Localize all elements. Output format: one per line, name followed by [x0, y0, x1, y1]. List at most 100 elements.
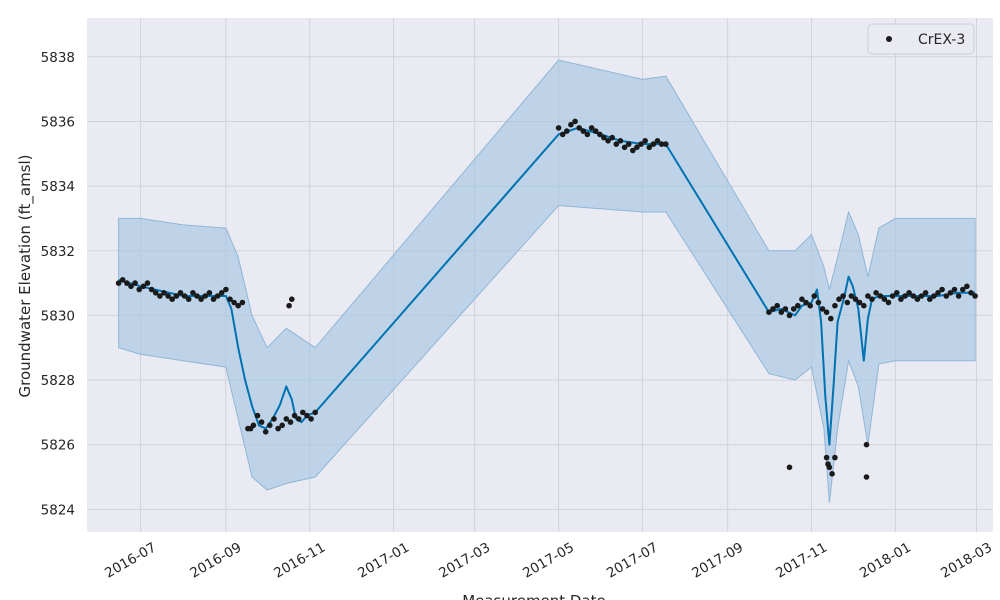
data-point	[239, 299, 246, 306]
data-point	[258, 419, 265, 425]
x-tick-label: 2018-01	[857, 540, 914, 582]
data-point	[863, 474, 870, 480]
data-point	[630, 147, 636, 154]
data-point	[786, 464, 793, 471]
data-point	[231, 299, 237, 306]
data-point	[836, 296, 842, 303]
data-point	[152, 290, 159, 296]
data-point	[613, 141, 620, 147]
data-point	[580, 128, 587, 134]
data-point	[968, 290, 974, 296]
data-point	[190, 290, 196, 296]
data-point	[286, 302, 292, 309]
data-point	[914, 296, 921, 303]
data-point	[844, 299, 851, 306]
data-point	[157, 293, 163, 299]
data-point	[300, 409, 306, 416]
data-point	[304, 412, 310, 419]
data-point	[312, 409, 319, 416]
data-point	[807, 302, 813, 309]
data-point	[291, 412, 298, 419]
data-point	[621, 144, 628, 151]
data-point	[262, 429, 269, 435]
data-point	[119, 277, 126, 283]
data-point	[819, 306, 826, 312]
data-point	[863, 441, 870, 448]
data-point	[559, 131, 566, 138]
y-tick-label: 5834	[41, 179, 75, 195]
data-point	[799, 296, 805, 303]
y-tick-label: 5826	[41, 438, 75, 454]
x-tick-label: 2017-03	[436, 540, 493, 582]
x-tick-label: 2016-11	[271, 540, 328, 582]
data-point	[605, 138, 611, 144]
data-point	[144, 280, 151, 286]
data-point	[634, 144, 640, 151]
legend: CrEX-3	[867, 23, 975, 55]
legend-marker-icon	[886, 36, 892, 42]
y-tick-label: 5830	[41, 308, 75, 324]
data-point	[279, 422, 286, 429]
data-point	[869, 296, 875, 303]
data-point	[964, 283, 970, 290]
data-point	[128, 283, 134, 290]
data-point	[898, 296, 904, 303]
data-point	[625, 141, 632, 147]
data-point	[250, 422, 257, 429]
data-point	[223, 286, 229, 293]
data-point	[169, 296, 175, 303]
data-point	[906, 290, 912, 296]
data-point	[609, 134, 615, 141]
data-point	[766, 309, 772, 316]
y-tick-label: 5824	[41, 502, 75, 518]
x-tick-label: 2017-07	[604, 540, 661, 582]
x-tick-label: 2017-05	[520, 540, 577, 582]
data-point	[826, 464, 833, 471]
x-tick-label: 2017-01	[355, 540, 412, 582]
data-point	[181, 293, 188, 299]
data-point	[161, 290, 167, 296]
data-point	[823, 454, 830, 461]
data-point	[185, 296, 192, 303]
x-axis-title: Measurement Date	[462, 592, 606, 600]
data-point	[308, 416, 314, 422]
legend-box	[867, 23, 975, 55]
data-point	[823, 309, 830, 316]
y-tick-label: 5832	[41, 244, 75, 260]
data-point	[576, 125, 582, 131]
data-point	[210, 296, 217, 303]
data-point	[177, 290, 184, 296]
data-point	[214, 293, 221, 299]
data-point	[947, 290, 954, 296]
data-point	[271, 416, 277, 422]
data-point	[889, 293, 896, 299]
data-point	[568, 121, 574, 128]
data-point	[194, 293, 200, 299]
x-tick-label: 2017-09	[689, 540, 746, 582]
data-point	[132, 280, 138, 286]
y-tick-label: 5836	[41, 114, 75, 130]
data-point	[638, 141, 644, 147]
data-point	[206, 290, 213, 296]
data-point	[786, 312, 793, 319]
data-point	[601, 134, 607, 141]
data-point	[918, 293, 925, 299]
data-point	[584, 131, 591, 138]
data-point	[254, 412, 261, 419]
data-point	[650, 141, 657, 147]
y-tick-label: 5838	[41, 50, 75, 66]
data-point	[939, 286, 945, 293]
data-point	[774, 302, 780, 309]
data-point	[592, 128, 599, 134]
data-point	[873, 290, 879, 296]
data-point	[617, 138, 624, 144]
data-point	[790, 306, 797, 312]
data-point	[803, 299, 809, 306]
x-tick-labels: 2016-07 2016-09 2016-11 2017-01 2017-03 2017-…	[102, 540, 995, 582]
data-point	[782, 306, 789, 312]
data-point	[654, 138, 661, 144]
data-point	[267, 422, 273, 429]
data-point	[588, 125, 595, 131]
x-tick-label: 2016-09	[187, 540, 244, 582]
